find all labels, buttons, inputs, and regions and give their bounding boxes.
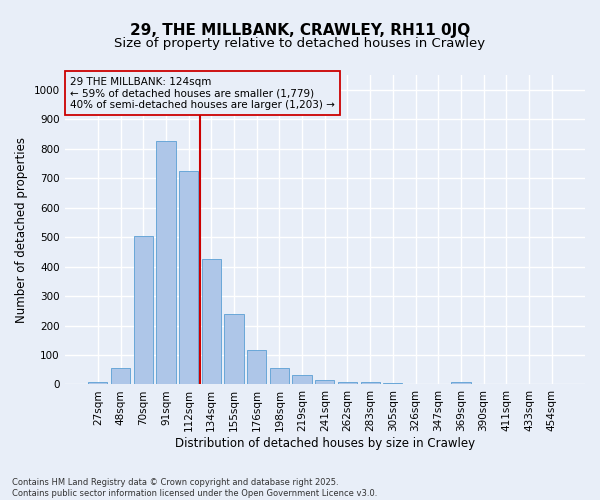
Bar: [383, 383, 403, 384]
Y-axis label: Number of detached properties: Number of detached properties: [15, 136, 28, 322]
Bar: [361, 382, 380, 384]
Bar: [134, 236, 153, 384]
Bar: [338, 382, 357, 384]
Text: Contains HM Land Registry data © Crown copyright and database right 2025.
Contai: Contains HM Land Registry data © Crown c…: [12, 478, 377, 498]
Bar: [451, 382, 470, 384]
Bar: [315, 380, 334, 384]
X-axis label: Distribution of detached houses by size in Crawley: Distribution of detached houses by size …: [175, 437, 475, 450]
Text: 29 THE MILLBANK: 124sqm
← 59% of detached houses are smaller (1,779)
40% of semi: 29 THE MILLBANK: 124sqm ← 59% of detache…: [70, 76, 335, 110]
Bar: [270, 368, 289, 384]
Bar: [202, 259, 221, 384]
Bar: [156, 142, 176, 384]
Text: 29, THE MILLBANK, CRAWLEY, RH11 0JQ: 29, THE MILLBANK, CRAWLEY, RH11 0JQ: [130, 22, 470, 38]
Bar: [292, 375, 312, 384]
Bar: [88, 382, 107, 384]
Bar: [111, 368, 130, 384]
Text: Size of property relative to detached houses in Crawley: Size of property relative to detached ho…: [115, 38, 485, 51]
Bar: [247, 350, 266, 384]
Bar: [224, 314, 244, 384]
Bar: [179, 171, 198, 384]
